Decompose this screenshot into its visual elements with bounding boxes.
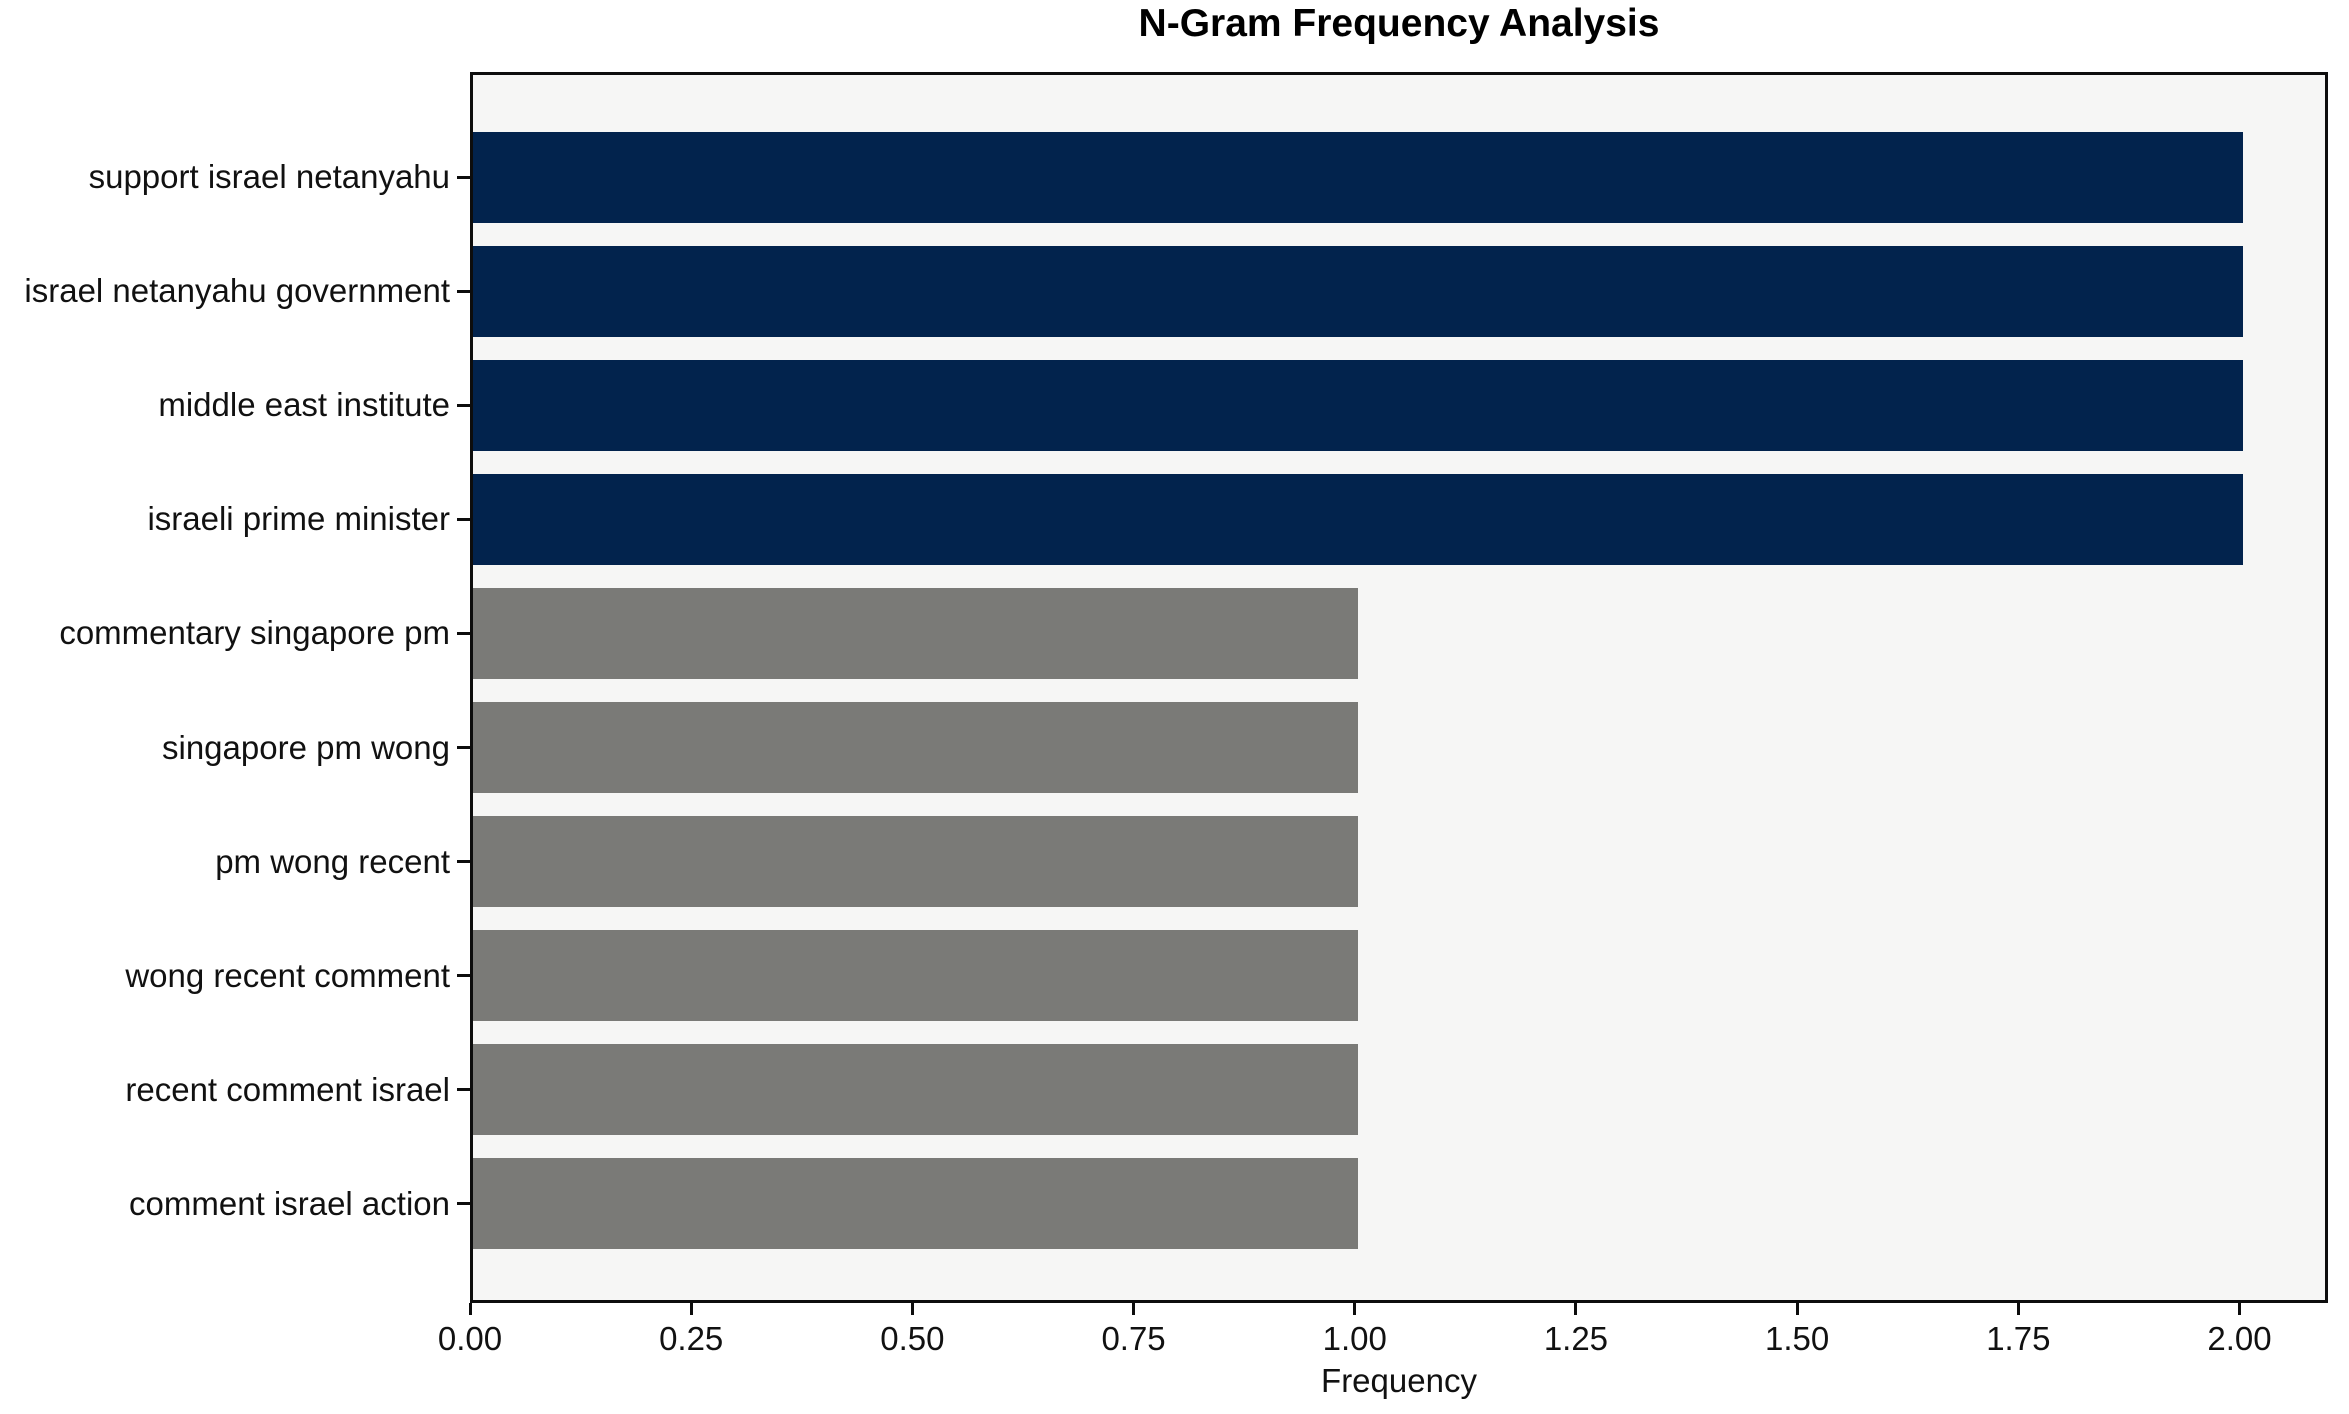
x-tick-label: 0.00 <box>437 1320 503 1357</box>
y-tick-mark <box>457 1202 470 1206</box>
y-tick-label: comment israel action <box>129 1184 450 1222</box>
y-tick-label: israeli prime minister <box>147 500 450 538</box>
y-tick-label: support israel netanyahu <box>88 158 450 195</box>
bar-comment-israel-action <box>473 1158 1358 1250</box>
bar-israel-netanyahu-government <box>473 245 2243 337</box>
x-tick-label: 0.25 <box>659 1320 724 1357</box>
plot-area <box>470 72 2328 1303</box>
x-tick-mark <box>2016 1303 2020 1315</box>
y-tick-label: singapore pm wong <box>161 728 450 766</box>
bar-support-israel-netanyahu <box>473 131 2243 223</box>
y-tick-label: wong recent comment <box>125 956 450 994</box>
x-tick-label: 0.75 <box>1101 1320 1166 1357</box>
bar-israeli-prime-minister <box>473 473 2243 565</box>
y-tick-mark <box>457 289 470 293</box>
y-tick-label: middle east institute <box>158 386 450 424</box>
x-tick-mark <box>910 1303 914 1315</box>
bar-commentary-singapore-pm <box>473 587 1358 679</box>
y-tick-mark <box>457 175 470 179</box>
x-tick-mark <box>1574 1303 1578 1315</box>
x-tick-mark <box>468 1303 472 1315</box>
x-tick-label: 1.50 <box>1765 1320 1830 1357</box>
bar-wong-recent-comment <box>473 930 1358 1022</box>
x-tick-mark <box>1132 1303 1136 1315</box>
bar-recent-comment-israel <box>473 1044 1358 1136</box>
bar-pm-wong-recent <box>473 816 1358 908</box>
x-tick-mark <box>689 1303 693 1315</box>
y-tick-mark <box>457 631 470 635</box>
bar-middle-east-institute <box>473 359 2243 451</box>
x-tick-mark <box>1353 1303 1357 1315</box>
y-tick-mark <box>457 403 470 407</box>
y-tick-label: pm wong recent <box>215 842 450 880</box>
x-tick-label: 1.00 <box>1322 1320 1387 1357</box>
x-tick-mark <box>2238 1303 2242 1315</box>
x-tick-mark <box>1795 1303 1799 1315</box>
chart-title: N-Gram Frequency Analysis <box>1138 2 1660 45</box>
x-axis-title: Frequency <box>1321 1362 1477 1399</box>
y-tick-mark <box>457 746 470 749</box>
x-tick-label: 2.00 <box>2207 1320 2272 1357</box>
y-tick-label: israel netanyahu government <box>24 272 450 310</box>
x-tick-label: 1.75 <box>1986 1320 2051 1357</box>
y-tick-label: commentary singapore pm <box>59 614 450 652</box>
x-tick-label: 0.50 <box>880 1320 945 1357</box>
y-tick-mark <box>457 974 470 978</box>
y-tick-mark <box>457 1088 470 1092</box>
y-tick-mark <box>457 517 470 521</box>
x-tick-label: 1.25 <box>1543 1320 1609 1357</box>
bar-singapore-pm-wong <box>473 702 1358 793</box>
y-tick-label: recent comment israel <box>125 1070 450 1108</box>
y-tick-mark <box>457 860 470 864</box>
